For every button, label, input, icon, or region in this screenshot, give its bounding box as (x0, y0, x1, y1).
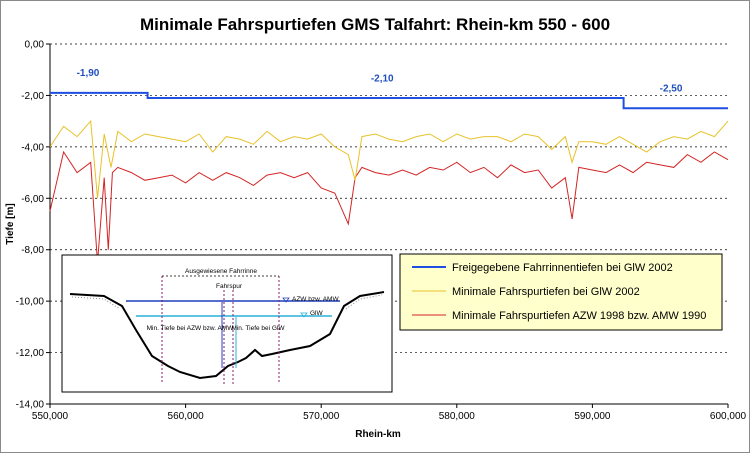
azw-label: AZW bzw. AMW (292, 296, 339, 303)
legend: Freigegebene Fahrrinnentiefen bei GlW 20… (399, 253, 723, 331)
x-tick-label: 600,000 (710, 411, 747, 422)
y-tick-label: -12,00 (16, 348, 45, 359)
legend-entry-1: Freigegebene Fahrrinnentiefen bei GlW 20… (452, 262, 673, 274)
legend-entry-3: Minimale Fahrspurtiefen AZW 1998 bzw. AM… (452, 310, 706, 322)
step-annotation-1: -1,90 (77, 68, 100, 79)
series-line-2 (49, 119, 729, 199)
inset-diagram: AZW bzw. AMW GlW Ausgewiesene Fahrrinne … (61, 254, 393, 393)
x-tick-label: 580,000 (439, 411, 476, 422)
riverbed-profile (69, 291, 385, 380)
y-tick-label: 0,00 (25, 40, 45, 51)
x-tick-label: 560,000 (168, 411, 205, 422)
y-tick-label: -14,00 (16, 400, 45, 411)
legend-entry-2: Minimale Fahrspurtiefen bei GlW 2002 (452, 286, 640, 298)
x-axis-label: Rhein-km (355, 429, 401, 440)
y-tick-label: -8,00 (21, 245, 44, 256)
azw-marker-icon (282, 297, 290, 303)
fahrspur-label: Fahrspur (216, 283, 243, 290)
x-tick-labels: 550,000 560,000 570,000 580,000 590,000 600,0… (32, 404, 747, 422)
y-tick-label: -4,00 (21, 142, 44, 153)
axes (49, 44, 728, 405)
chart-title: Minimale Fahrspurtiefen GMS Talfahrt: Rh… (140, 15, 610, 34)
y-tick-label: -10,00 (16, 297, 45, 308)
x-tick-label: 570,000 (303, 411, 340, 422)
step-annotations: -1,90 -2,10 -2,50 (77, 68, 683, 94)
min-depth-azw-label: Min. Tiefe bei AZW bzw. AMW (147, 325, 235, 332)
inset-frame (61, 254, 393, 393)
x-tick-label: 550,000 (32, 411, 69, 422)
y-axis-label: Tiefe [m] (5, 203, 16, 245)
series-line-3 (49, 150, 729, 263)
series-lines (49, 91, 729, 263)
fahrrinne-label: Ausgewiesene Fahrrinne (185, 268, 257, 275)
y-tick-label: -6,00 (21, 194, 44, 205)
step-annotation-3: -2,50 (660, 84, 683, 95)
y-tick-labels: 0,00 -2,00 -4,00 -6,00 -8,00 -10,00 -12,00 -14,… (16, 40, 50, 411)
glw-marker-icon (300, 312, 308, 318)
step-annotation-2: -2,10 (371, 73, 394, 84)
x-tick-label: 590,000 (574, 411, 611, 422)
glw-label: GlW (310, 310, 324, 317)
y-tick-label: -2,00 (21, 91, 44, 102)
min-depth-glw-label: Min. Tiefe bei GlW (231, 325, 285, 332)
series-line-1 (50, 91, 728, 110)
